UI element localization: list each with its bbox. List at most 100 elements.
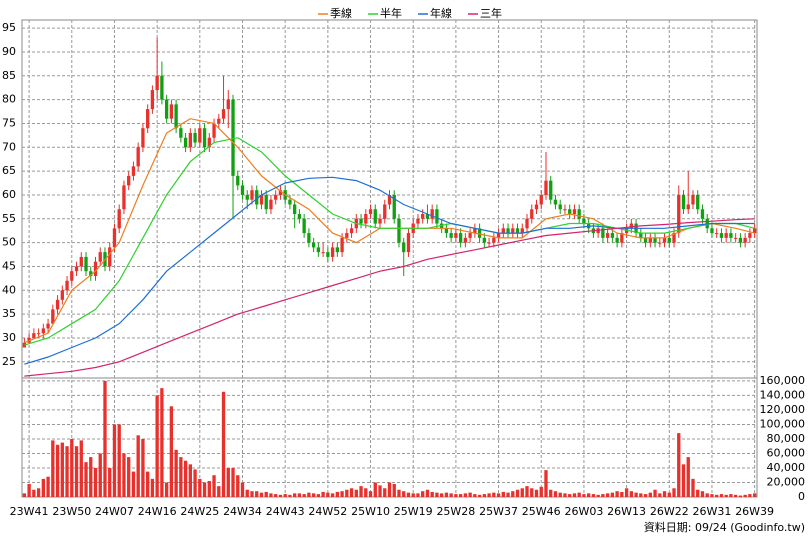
candle-body bbox=[108, 247, 112, 267]
volume-bar bbox=[226, 467, 230, 497]
candle-body bbox=[515, 228, 520, 234]
candle-body bbox=[468, 233, 472, 238]
volume-bar bbox=[108, 467, 112, 497]
candle-body bbox=[264, 194, 268, 210]
volume-bar bbox=[729, 494, 733, 497]
candle-body bbox=[364, 214, 368, 224]
candle-body bbox=[79, 256, 83, 267]
x-tick-label: 24W25 bbox=[180, 505, 219, 518]
volume-bar bbox=[506, 492, 510, 497]
volume-bar bbox=[212, 475, 216, 497]
candle-body bbox=[41, 328, 45, 334]
volume-bar bbox=[84, 462, 88, 497]
candle-body bbox=[150, 90, 155, 110]
candle-body bbox=[738, 237, 743, 243]
candle-body bbox=[430, 209, 434, 219]
volume-bar bbox=[705, 493, 709, 497]
volume-bar bbox=[141, 438, 145, 497]
candle-body bbox=[60, 290, 64, 300]
volume-bar bbox=[255, 491, 259, 497]
candle-body bbox=[710, 228, 714, 234]
candle-body bbox=[715, 233, 719, 235]
ma-line bbox=[24, 218, 755, 377]
x-tick-label: 26W13 bbox=[607, 505, 646, 518]
candle-body bbox=[425, 214, 430, 219]
candle-body bbox=[321, 252, 325, 254]
volume-bar bbox=[681, 464, 686, 497]
y-tick-label: 65 bbox=[2, 164, 16, 177]
volume-bar bbox=[293, 493, 297, 497]
y2-tick-label: 20,000 bbox=[767, 475, 806, 488]
candle-body bbox=[383, 204, 387, 219]
candle-body bbox=[378, 218, 382, 224]
y-tick-label: 25 bbox=[2, 355, 16, 368]
candle-body bbox=[250, 190, 254, 200]
volume-bar bbox=[150, 478, 155, 497]
y2-tick-label: 140,000 bbox=[760, 388, 806, 401]
candle-body bbox=[492, 237, 496, 243]
candle-body bbox=[525, 218, 529, 229]
volume-bar bbox=[51, 440, 55, 497]
volume-bar bbox=[368, 491, 373, 497]
volume-bar bbox=[174, 449, 178, 497]
y2-tick-label: 40,000 bbox=[767, 461, 806, 474]
volume-bar bbox=[724, 494, 728, 497]
candle-body bbox=[36, 333, 41, 335]
legend-label: 三年 bbox=[480, 6, 502, 20]
volume-bar bbox=[624, 488, 629, 497]
volume-bar bbox=[425, 489, 430, 497]
candle-body bbox=[368, 209, 373, 215]
candle-body bbox=[752, 228, 757, 234]
volume-bar bbox=[202, 482, 207, 497]
volume-bar bbox=[458, 494, 463, 497]
candle-body bbox=[207, 137, 211, 148]
candle-body bbox=[572, 209, 577, 215]
volume-bar bbox=[520, 488, 524, 497]
candle-body bbox=[601, 228, 605, 238]
x-tick-label: 24W34 bbox=[223, 505, 262, 518]
volume-bar bbox=[487, 493, 491, 497]
x-tick-label: 24W43 bbox=[266, 505, 305, 518]
volume-bar bbox=[155, 395, 159, 497]
volume-bar bbox=[198, 478, 202, 497]
candle-body bbox=[416, 218, 420, 224]
volume-bar bbox=[164, 482, 169, 497]
volume-bar bbox=[468, 492, 472, 497]
y2-tick-label: 80,000 bbox=[767, 432, 806, 445]
volume-bar bbox=[297, 493, 302, 497]
candle-body bbox=[610, 233, 615, 238]
candle-body bbox=[568, 209, 572, 215]
candle-body bbox=[316, 247, 321, 253]
candle-body bbox=[553, 199, 558, 205]
x-tick-label: 23W50 bbox=[52, 505, 91, 518]
volume-bar bbox=[738, 495, 743, 497]
candle-body bbox=[643, 237, 648, 243]
candle-body bbox=[65, 280, 69, 291]
volume-bar bbox=[587, 493, 591, 497]
y-tick-label: 75 bbox=[2, 116, 16, 129]
x-tick-label: 25W46 bbox=[522, 505, 561, 518]
volume-bar bbox=[231, 467, 235, 497]
volume-bar bbox=[160, 388, 164, 497]
volume-bar bbox=[525, 486, 529, 497]
volume-bar bbox=[335, 491, 339, 497]
volume-bar bbox=[477, 494, 482, 497]
candle-body bbox=[477, 228, 482, 238]
volume-bar bbox=[710, 494, 714, 497]
legend-label: 半年 bbox=[380, 6, 402, 20]
candle-body bbox=[193, 132, 197, 143]
volume-bar bbox=[340, 491, 344, 497]
volume-bar bbox=[103, 380, 107, 497]
candle-body bbox=[605, 233, 610, 238]
volume-bar bbox=[359, 486, 363, 497]
candle-body bbox=[221, 109, 226, 119]
candle-body bbox=[231, 99, 235, 176]
candle-body bbox=[340, 237, 344, 253]
candle-body bbox=[653, 237, 657, 243]
volume-bar bbox=[250, 491, 254, 497]
volume-bar bbox=[530, 488, 534, 497]
volume-bar bbox=[601, 494, 605, 497]
candle-body bbox=[288, 199, 292, 205]
candle-body bbox=[539, 194, 543, 205]
volume-bar bbox=[544, 470, 548, 497]
